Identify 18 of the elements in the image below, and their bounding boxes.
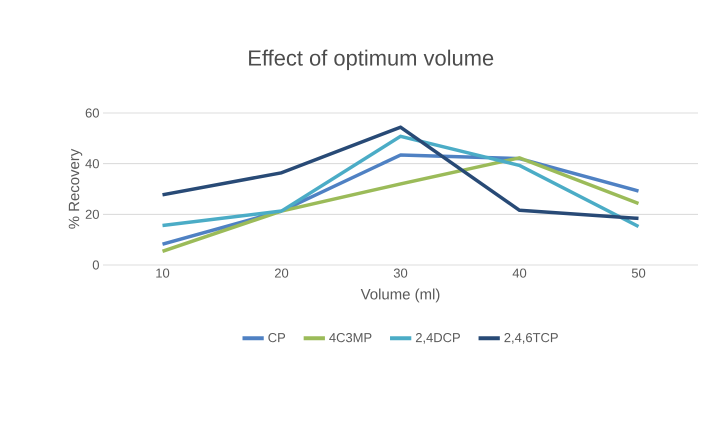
x-tick-label: 30 xyxy=(394,268,408,278)
chart-title: Effect of optimum volume xyxy=(249,50,494,70)
x-tick-label: 50 xyxy=(632,268,646,278)
y-tick-label: 0 xyxy=(92,260,99,270)
line-series xyxy=(160,125,640,220)
legend-label: 2,4,6TCP xyxy=(504,333,558,344)
x-axis-title: Volume (ml) xyxy=(360,288,440,302)
y-tick-label: 40 xyxy=(85,159,99,168)
x-tick-label: 20 xyxy=(274,268,288,278)
y-axis-title: % Recovery xyxy=(68,148,82,229)
legend-label: CP xyxy=(268,333,286,342)
line-series xyxy=(160,134,640,228)
y-tick-label: 60 xyxy=(86,108,99,118)
legend-label: 4C3MP xyxy=(329,333,372,342)
x-tick-label: 40 xyxy=(512,268,526,278)
x-tick-label: 10 xyxy=(156,268,170,278)
legend-label: 2,4DCP xyxy=(416,333,460,344)
y-tick-label: 20 xyxy=(86,210,99,219)
